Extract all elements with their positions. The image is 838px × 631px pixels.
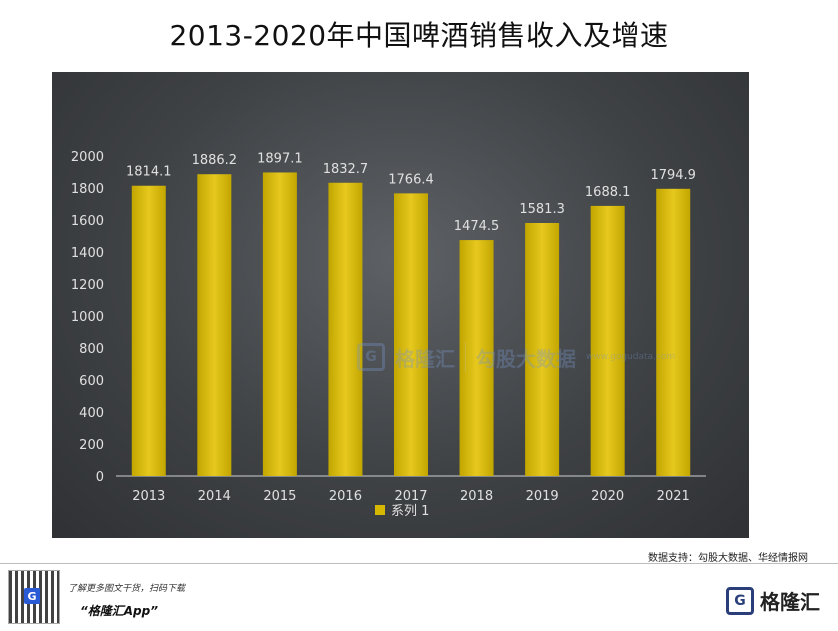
bar [131,185,166,476]
y-tick-label: 1400 [71,246,104,261]
data-label: 1794.9 [650,168,696,183]
data-label: 1814.1 [126,165,172,180]
y-tick-label: 400 [79,406,104,421]
bar [459,240,494,476]
bar [656,188,691,476]
data-label: 1766.4 [388,172,434,187]
bar [590,205,625,477]
brand-name: 格隆汇 [760,590,820,614]
watermark: G 格隆汇 勾股大数据 www.gogudata.com [357,342,675,372]
promo-text: 了解更多图文干货，扫码下载 [68,584,186,594]
legend-swatch [375,505,385,515]
x-tick-label: 2019 [526,489,559,504]
x-tick-label: 2013 [132,489,165,504]
y-tick-label: 1800 [71,182,104,197]
bar [525,222,560,476]
footer-divider [0,563,838,564]
x-tick-label: 2021 [657,489,690,504]
data-label: 1832.7 [323,162,369,177]
watermark-partner: 勾股大数据 [476,346,576,371]
watermark-logo-icon: G [357,343,385,371]
y-tick-label: 200 [79,438,104,453]
watermark-brand: 格隆汇 [395,346,455,371]
bar [262,172,297,476]
y-tick-label: 1600 [71,214,104,229]
y-tick-label: 1000 [71,310,104,325]
bar-chart: 0 200 400 600 800 1000 1200 1400 1600 1800 2000 181… [71,150,706,519]
qr-logo-icon: G [24,588,40,604]
chart-panel: 0 200 400 600 800 1000 1200 1400 1600 1800 2000 181… [52,72,749,538]
y-tick-label: 1200 [71,278,104,293]
bar [197,174,232,476]
x-tick-label: 2014 [198,489,231,504]
data-label: 1474.5 [454,219,500,234]
x-tick-label: 2017 [394,489,427,504]
bar [394,193,428,476]
data-label: 1581.3 [519,202,565,217]
chart-title: 2013-2020年中国啤酒销售收入及增速 [169,19,669,52]
bar [328,182,363,476]
x-tick-label: 2016 [329,489,362,504]
watermark-divider [465,342,466,372]
brand-logo-icon: G [726,586,754,615]
x-tick-label: 2020 [591,489,624,504]
app-name[interactable]: “格隆汇App” [80,604,158,618]
data-source: 数据支持：勾股大数据、华经情报网 [648,553,808,564]
data-label: 1886.2 [192,153,238,168]
y-tick-label: 600 [79,374,104,389]
brand-logo: G 格隆汇 [726,586,820,615]
data-label: 1688.1 [585,185,631,200]
x-tick-label: 2018 [460,489,493,504]
y-tick-label: 2000 [71,150,104,165]
y-tick-label: 800 [79,342,104,357]
y-tick-label: 0 [96,470,104,485]
legend-label: 系列 1 [391,504,429,519]
data-label: 1897.1 [257,151,303,166]
watermark-partner-url: www.gogudata.com [586,352,676,362]
x-tick-label: 2015 [263,489,296,504]
